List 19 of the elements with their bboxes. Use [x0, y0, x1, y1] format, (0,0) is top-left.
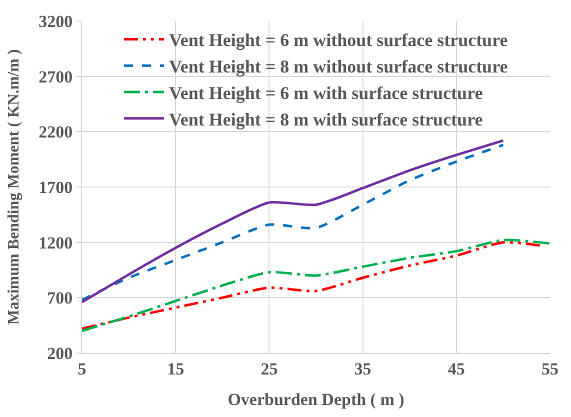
y-tick-label: 3200 [38, 12, 73, 31]
legend-label: Vent Height = 6 m without surface structure [169, 30, 508, 50]
y-tick-label: 700 [47, 288, 73, 308]
y-tick-label: 2700 [38, 67, 73, 86]
x-tick-label: 45 [448, 359, 465, 378]
x-tick-label: 35 [354, 359, 372, 378]
legend-label: Vent Height = 8 m with surface structure [169, 109, 483, 130]
legend-label: Vent Height = 6 m with surface structure [169, 83, 483, 104]
legend-label: Vent Height = 8 m without surface structure [169, 56, 508, 77]
y-tick-label: 1200 [38, 233, 73, 252]
y-axis-title: Maximum Bending Moment ( KN.m/m ) [6, 49, 22, 325]
x-tick-label: 25 [260, 359, 278, 378]
y-tick-label: 200 [47, 344, 73, 363]
y-tick-label: 1700 [38, 178, 73, 197]
x-axis-title: Overburden Depth ( m ) [228, 390, 404, 409]
x-tick-label: 5 [78, 359, 86, 378]
x-tick-label: 55 [542, 359, 558, 378]
y-tick-label: 2200 [38, 122, 73, 142]
x-tick-label: 15 [167, 359, 184, 378]
